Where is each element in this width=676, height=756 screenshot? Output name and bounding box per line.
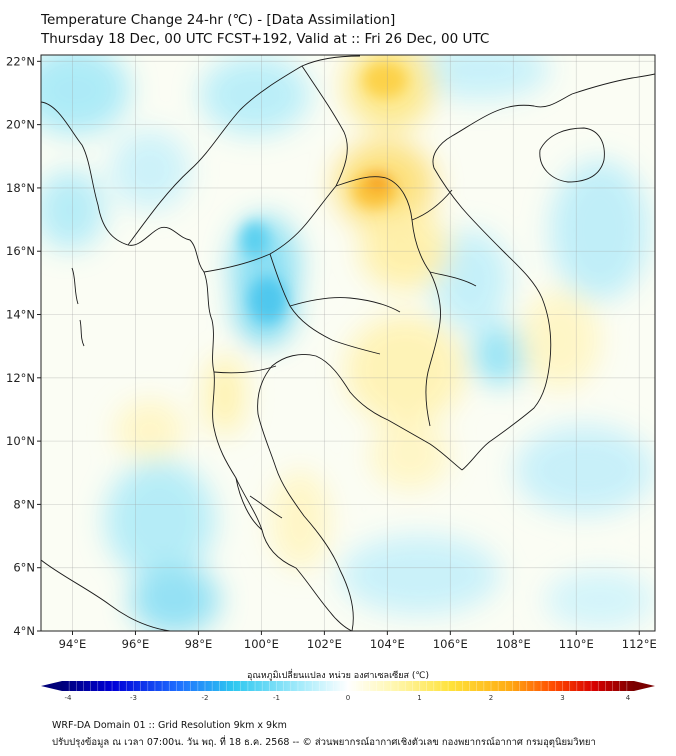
colorbar-tick-label: 2	[489, 694, 493, 702]
colorbar-tick-label: -2	[202, 694, 209, 702]
lon-tick-label: 104°E	[370, 637, 405, 651]
colorbar-tick-label: 3	[560, 694, 564, 702]
colorbar-label: อุณหภูมิเปลี่ยนแปลง หน่วย องศาเซลเซียส (…	[246, 671, 430, 681]
lon-tick-label: 112°E	[622, 637, 657, 651]
lat-tick-label: 8°N	[13, 497, 35, 511]
lon-tick-label: 108°E	[496, 637, 531, 651]
map-title: Temperature Change 24-hr (℃) - [Data Ass…	[41, 12, 396, 28]
lat-tick-label: 18°N	[6, 181, 35, 195]
lon-tick-label: 110°E	[559, 637, 594, 651]
colorbar-min-arrow	[41, 681, 62, 691]
lat-tick-label: 16°N	[6, 244, 35, 258]
lon-tick-label: 96°E	[122, 637, 150, 651]
latitude-ticks: 4°N 6°N 8°N 10°N 12°N 14°N 16°N 18°N 20°N 22°N	[6, 54, 41, 638]
map-subtitle: Thursday 18 Dec, 00 UTC FCST+192, Valid …	[41, 31, 490, 47]
lat-tick-label: 14°N	[6, 308, 35, 322]
lat-tick-label: 12°N	[6, 371, 35, 385]
colorbar-scale	[62, 681, 634, 691]
colorbar-tick-label: 1	[417, 694, 421, 702]
plot-frame	[40, 54, 656, 632]
colorbar-tick-label: 4	[626, 694, 631, 702]
lat-tick-label: 22°N	[6, 54, 35, 68]
coastlines	[41, 55, 655, 631]
lat-tick-label: 10°N	[6, 434, 35, 448]
lon-tick-label: 102°E	[307, 637, 342, 651]
lon-tick-label: 94°E	[59, 637, 87, 651]
lat-tick-label: 20°N	[6, 118, 35, 132]
lon-tick-label: 100°E	[244, 637, 279, 651]
lat-tick-label: 4°N	[13, 624, 35, 638]
longitude-ticks: 94°E 96°E 98°E 100°E 102°E 104°E 106°E 108°E 110…	[59, 631, 657, 651]
colorbar-tick-label: -3	[130, 694, 137, 702]
footer-credit: ปรับปรุงข้อมูล ณ เวลา 07:00น. วัน พฤ. ที…	[52, 737, 596, 748]
footer-domain-info: WRF-DA Domain 01 :: Grid Resolution 9km …	[52, 720, 287, 731]
lat-tick-label: 6°N	[13, 561, 35, 575]
colorbar: -4 -3 -2 -1 0 1 2 3 4	[41, 681, 655, 702]
lon-tick-label: 106°E	[433, 637, 468, 651]
temperature-field	[41, 55, 655, 631]
lon-tick-label: 98°E	[185, 637, 213, 651]
colorbar-tick-label: -1	[273, 694, 280, 702]
colorbar-tick-label: -4	[65, 694, 73, 702]
colorbar-tick-label: 0	[346, 694, 350, 702]
colorbar-max-arrow	[634, 681, 655, 691]
